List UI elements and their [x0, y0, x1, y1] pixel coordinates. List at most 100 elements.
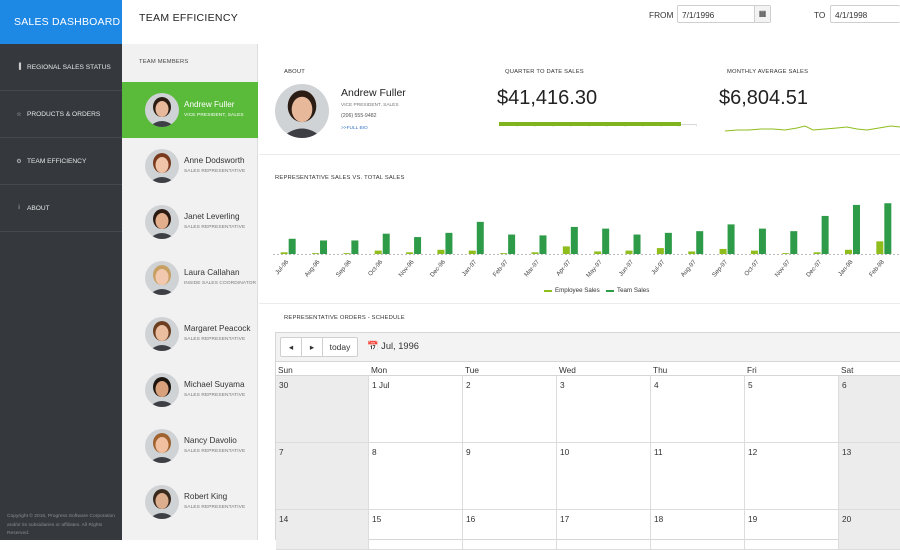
day-header: Wed	[557, 362, 651, 376]
member-name: Janet Leverling	[184, 212, 240, 221]
employee-sales-bar	[280, 252, 288, 254]
brand-logo[interactable]: SALES DASHBOARD	[0, 0, 122, 44]
x-tick-label: Jul-97	[650, 258, 667, 276]
about-phone: (206) 555-9482	[341, 113, 377, 119]
calendar-day-cell[interactable]: 12	[745, 443, 839, 510]
employee-sales-bar	[813, 252, 821, 254]
team-sales-bar	[539, 235, 547, 254]
x-tick-label: Oct-96	[367, 258, 385, 277]
employee-sales-bar	[719, 248, 727, 254]
member-item[interactable]: Margaret Peacock SALES REPRESENTATIVE	[122, 306, 258, 362]
employee-sales-bar	[312, 253, 320, 254]
calendar-day-cell[interactable]: 6	[839, 376, 900, 443]
to-date-picker[interactable]: 4/1/1998	[830, 5, 900, 23]
calendar-day-cell[interactable]: 18	[651, 510, 745, 550]
calendar-day-cell[interactable]: 30	[276, 376, 369, 443]
team-sales-bar	[790, 231, 798, 254]
day-header: Mon	[369, 362, 463, 376]
member-title: SALES REPRESENTATIVE	[184, 449, 246, 454]
team-sales-bar	[821, 215, 829, 254]
scheduler-date-picker[interactable]: 📅 Jul, 1996	[367, 341, 419, 352]
calendar-day-cell[interactable]: 14	[276, 510, 369, 550]
x-tick-label: Feb-98	[868, 258, 886, 278]
employee-sales-bar	[500, 253, 508, 254]
team-sales-bar	[696, 231, 704, 254]
member-item[interactable]: Robert King SALES REPRESENTATIVE	[122, 474, 258, 530]
monthly-value: $6,804.51	[719, 87, 808, 109]
calendar-day-cell[interactable]: 1 Jul	[369, 376, 463, 443]
member-item[interactable]: Michael Suyama SALES REPRESENTATIVE	[122, 362, 258, 418]
nav-item-about[interactable]: i ABOUT	[0, 185, 122, 232]
nav-item-regional-sales-status[interactable]: ▐ REGIONAL SALES STATUS	[0, 44, 122, 91]
next-button[interactable]: ▸	[301, 337, 323, 357]
member-item[interactable]: Andrew Fuller VICE PRESIDENT, SALES	[122, 82, 258, 138]
info-icon: i	[18, 205, 20, 211]
from-label: FROM	[649, 10, 674, 20]
calendar-day-cell[interactable]: 8	[369, 443, 463, 510]
calendar-day-cell[interactable]: 13	[839, 443, 900, 510]
calendar-day-cell[interactable]: 9	[463, 443, 557, 510]
member-item[interactable]: Anne Dodsworth SALES REPRESENTATIVE	[122, 138, 258, 194]
calendar-day-cell[interactable]: 7	[276, 443, 369, 510]
calendar-day-cell[interactable]: 2	[463, 376, 557, 443]
calendar-day-cell[interactable]: 4	[651, 376, 745, 443]
calendar-day-cell[interactable]: 17	[557, 510, 651, 550]
prev-button[interactable]: ◂	[280, 337, 302, 357]
bar-chart-icon: ▐	[16, 64, 22, 70]
member-name: Laura Callahan	[184, 268, 240, 277]
today-button[interactable]: today	[322, 337, 358, 357]
monthly-label: MONTHLY AVERAGE SALES	[727, 69, 809, 75]
avatar	[145, 317, 179, 351]
team-sales-bar	[476, 221, 484, 254]
x-tick-label: Feb-97	[492, 258, 510, 278]
day-header: Sat	[839, 362, 900, 376]
calendar-day-cell[interactable]: 10	[557, 443, 651, 510]
member-item[interactable]: Nancy Davolio SALES REPRESENTATIVE	[122, 418, 258, 474]
main-content: ABOUT Andrew Fuller VICE PRESIDENT, SALE…	[259, 44, 900, 550]
calendar-day-cell[interactable]: 3	[557, 376, 651, 443]
x-tick-label: Nov-97	[774, 258, 793, 278]
calendar-day-cell[interactable]: 16	[463, 510, 557, 550]
to-date-value: 4/1/1998	[835, 10, 868, 20]
calendar-day-cell[interactable]: 19	[745, 510, 839, 550]
nav-label: REGIONAL SALES STATUS	[27, 63, 111, 71]
x-tick-label: Sep-96	[335, 258, 354, 278]
calendar-day-cell[interactable]: 20	[839, 510, 900, 550]
x-tick-label: Nov-96	[397, 258, 416, 278]
calendar-day-cell[interactable]: 15	[369, 510, 463, 550]
about-avatar	[275, 84, 329, 138]
team-sales-bar	[758, 228, 766, 254]
member-name: Margaret Peacock	[184, 324, 251, 333]
from-date-picker[interactable]: 7/1/1996 ▦	[677, 5, 771, 23]
legend-swatch-team	[606, 289, 614, 292]
team-sales-bar	[382, 233, 390, 254]
member-item[interactable]: Janet Leverling SALES REPRESENTATIVE	[122, 194, 258, 250]
qtd-value: $41,416.30	[497, 87, 598, 109]
nav-item-team-efficiency[interactable]: ⚙ TEAM EFFICIENCY	[0, 138, 122, 185]
page-title: TEAM EFFICIENCY	[139, 12, 239, 24]
calendar-day-cell[interactable]: 5	[745, 376, 839, 443]
team-sales-bar	[445, 232, 453, 254]
team-sales-bar	[727, 224, 735, 254]
full-bio-link[interactable]: >>FULL BIO	[341, 126, 368, 131]
team-members-panel: TEAM MEMBERS Andrew Fuller VICE PRESIDENT…	[122, 44, 258, 540]
schedule-label: REPRESENTATIVE ORDERS - SCHEDULE	[284, 315, 405, 321]
team-members-title: TEAM MEMBERS	[139, 59, 189, 65]
team-sales-bar	[852, 204, 860, 254]
qtd-progress-fill	[499, 122, 682, 126]
team-sales-bar	[884, 203, 892, 254]
member-item[interactable]: Laura Callahan INSIDE SALES COORDINATOR	[122, 250, 258, 306]
employee-sales-bar	[750, 250, 758, 254]
employee-sales-bar	[625, 250, 633, 254]
avatar	[145, 205, 179, 239]
x-tick-label: Sep-97	[711, 258, 730, 278]
member-title: VICE PRESIDENT, SALES	[184, 113, 244, 118]
x-tick-label: Dec-96	[429, 258, 448, 278]
legend-swatch-employee	[544, 289, 552, 292]
calendar-day-cell[interactable]: 11	[651, 443, 745, 510]
x-tick-label: Jan-98	[837, 258, 855, 277]
nav-item-products-orders[interactable]: ☆ PRODUCTS & ORDERS	[0, 91, 122, 138]
day-header: Sun	[276, 362, 369, 376]
calendar-icon[interactable]: ▦	[754, 6, 770, 22]
employee-sales-bar	[656, 248, 664, 254]
